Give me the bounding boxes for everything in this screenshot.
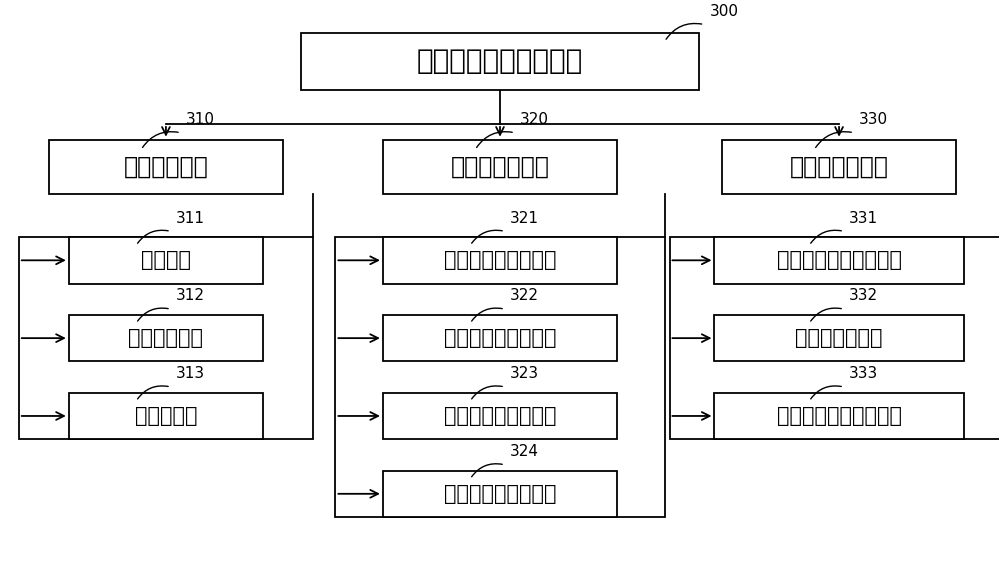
Text: 无人飞行器用管理系统: 无人飞行器用管理系统 (417, 47, 583, 76)
Text: 310: 310 (186, 112, 215, 127)
Bar (714, 393, 964, 439)
Text: 322: 322 (510, 288, 539, 304)
Text: 无人飞行器任务修改: 无人飞行器任务修改 (444, 328, 556, 348)
Text: 320: 320 (520, 112, 549, 127)
Bar (714, 237, 964, 284)
Bar (383, 470, 617, 517)
Bar (69, 315, 263, 361)
Bar (335, 237, 665, 517)
Text: 313: 313 (176, 366, 205, 381)
Text: 333: 333 (849, 366, 878, 381)
Bar (301, 33, 699, 90)
Text: 用户管理系统: 用户管理系统 (124, 155, 208, 178)
Bar (383, 140, 617, 193)
Text: 324: 324 (510, 444, 539, 459)
Text: 飞行器登陆系统: 飞行器登陆系统 (790, 155, 888, 178)
Text: 323: 323 (510, 366, 539, 381)
Bar (670, 237, 1000, 439)
Bar (69, 393, 263, 439)
Text: 无人飞行器注销: 无人飞行器注销 (795, 328, 883, 348)
Text: 330: 330 (859, 112, 888, 127)
Text: 311: 311 (176, 211, 205, 226)
Text: 管理员管理: 管理员管理 (135, 406, 197, 426)
Bar (383, 237, 617, 284)
Text: 访客管理: 访客管理 (141, 250, 191, 270)
Text: 无人飞行器登陆、标记: 无人飞行器登陆、标记 (777, 250, 902, 270)
Bar (722, 140, 956, 193)
Text: 331: 331 (849, 211, 878, 226)
Bar (69, 237, 263, 284)
Text: 无人飞行器数据处理: 无人飞行器数据处理 (444, 484, 556, 504)
Bar (714, 315, 964, 361)
Bar (383, 315, 617, 361)
Bar (383, 393, 617, 439)
Text: 300: 300 (709, 4, 738, 19)
Bar (49, 140, 283, 193)
Text: 飞行器调用系统: 飞行器调用系统 (451, 155, 549, 178)
Text: 321: 321 (510, 211, 539, 226)
Text: 无人飞行器授权与取消: 无人飞行器授权与取消 (777, 406, 902, 426)
Text: 无人飞行器任务取消: 无人飞行器任务取消 (444, 406, 556, 426)
Text: 注册用户管理: 注册用户管理 (128, 328, 203, 348)
Bar (19, 237, 313, 439)
Text: 332: 332 (849, 288, 878, 304)
Text: 无人飞行器任务分配: 无人飞行器任务分配 (444, 250, 556, 270)
Text: 312: 312 (176, 288, 205, 304)
